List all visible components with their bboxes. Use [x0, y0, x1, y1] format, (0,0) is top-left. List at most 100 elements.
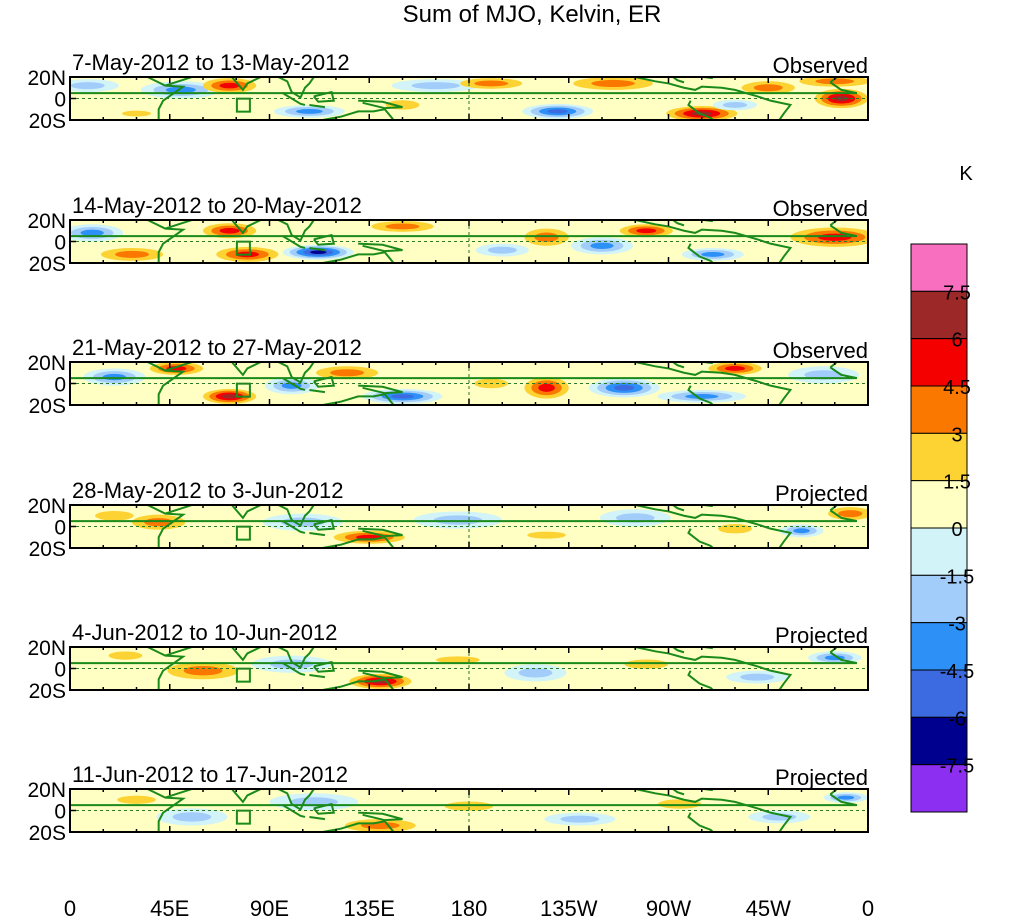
coastline	[635, 220, 793, 263]
y-tick-label: 0	[54, 801, 66, 824]
colorbar-swatch	[910, 669, 968, 718]
colorbar-swatch	[910, 338, 968, 387]
coastline	[282, 377, 306, 391]
region-box	[235, 382, 251, 398]
anomaly-contour	[70, 82, 105, 90]
coastline	[70, 651, 858, 665]
x-tick-label: 135E	[344, 896, 395, 921]
coastline	[672, 647, 685, 654]
anomaly-contour	[657, 799, 702, 809]
coastlines	[70, 647, 858, 690]
panel-period: 14-May-2012 to 20-May-2012	[72, 193, 362, 218]
coastline	[687, 243, 714, 263]
coastline	[358, 527, 403, 538]
region-box	[235, 97, 251, 113]
coastline	[672, 362, 685, 369]
coastline	[282, 235, 306, 249]
colorbar-label: -6	[948, 708, 966, 730]
coastlines	[70, 362, 858, 405]
coastline	[672, 505, 685, 512]
colorbar-swatch	[910, 480, 968, 529]
panel-period: 4-Jun-2012 to 10-Jun-2012	[72, 620, 337, 645]
coastline	[358, 669, 403, 680]
coastline	[322, 251, 395, 263]
coastline	[672, 789, 685, 796]
coastline	[165, 220, 196, 230]
panel-status: Projected	[775, 623, 868, 648]
coastline	[322, 678, 395, 690]
panel-status: Projected	[775, 765, 868, 790]
coastline	[687, 528, 714, 548]
y-tick-label: 20N	[27, 352, 66, 375]
x-tick-label: 45E	[150, 896, 189, 921]
panel-status: Observed	[773, 53, 868, 78]
colorbar-label: 4.5	[943, 377, 971, 399]
anomaly-field	[70, 77, 868, 120]
anomaly-contour	[518, 668, 553, 678]
anomaly-contour	[487, 246, 517, 254]
colorbar-swatch	[910, 243, 968, 292]
region-box	[235, 240, 251, 256]
anomaly-contour	[222, 394, 238, 399]
coastline	[226, 505, 315, 527]
anomaly-contour	[121, 110, 152, 117]
y-tick-label: 20S	[29, 395, 66, 418]
coastline	[322, 393, 395, 405]
region-box	[235, 667, 251, 683]
x-tick-label: 90W	[646, 896, 691, 921]
y-tick-label: 20N	[27, 779, 66, 802]
y-tick-label: 0	[54, 232, 66, 255]
coastline	[309, 815, 326, 821]
colorbar-label: 3	[951, 424, 962, 446]
coastline	[309, 388, 326, 394]
colorbar-swatch	[910, 622, 968, 671]
x-tick-label: 0	[64, 896, 76, 921]
coastline	[165, 362, 196, 372]
anomaly-contour	[614, 385, 635, 391]
coastline	[309, 673, 326, 679]
colorbar-label: 0	[951, 519, 962, 541]
anomaly-contour	[102, 373, 126, 381]
coastline	[70, 366, 858, 380]
colorbar-label: 1.5	[943, 472, 971, 494]
coastline	[165, 77, 196, 87]
anomaly-contour	[740, 673, 775, 681]
coastline	[687, 385, 714, 405]
anomaly-field	[101, 792, 868, 832]
colorbar-label: 7.5	[943, 282, 971, 304]
coastline	[70, 793, 858, 807]
anomaly-contour	[444, 801, 494, 811]
anomaly-contour	[793, 528, 810, 534]
coastline	[309, 246, 326, 252]
coastline	[165, 505, 196, 515]
anomaly-contour	[718, 523, 752, 534]
anomaly-contour	[433, 515, 483, 525]
coastline	[358, 811, 403, 822]
y-tick-label: 20N	[27, 67, 66, 90]
colorbar-units: K	[959, 163, 973, 185]
coastline	[226, 77, 315, 99]
anomaly-contour	[753, 84, 783, 92]
coastline	[687, 812, 714, 832]
colorbar-swatch	[910, 574, 968, 624]
coastline	[226, 220, 315, 242]
colorbar-label: 6	[951, 330, 962, 352]
coastline	[322, 820, 395, 832]
coastline	[70, 81, 858, 95]
coastline	[635, 77, 793, 120]
coastline	[226, 362, 315, 384]
anomaly-contour	[590, 242, 614, 250]
region-box	[235, 809, 251, 825]
y-tick-label: 0	[54, 517, 66, 540]
coastline	[282, 92, 306, 106]
colorbar-label: -7.5	[940, 756, 974, 778]
x-tick-label: 45W	[746, 896, 791, 921]
coastline	[322, 536, 395, 548]
x-tick-label: 90E	[250, 896, 289, 921]
coastline	[165, 647, 196, 657]
coastline	[635, 647, 793, 690]
coastline	[70, 509, 858, 523]
panel-period: 21-May-2012 to 27-May-2012	[72, 335, 362, 360]
